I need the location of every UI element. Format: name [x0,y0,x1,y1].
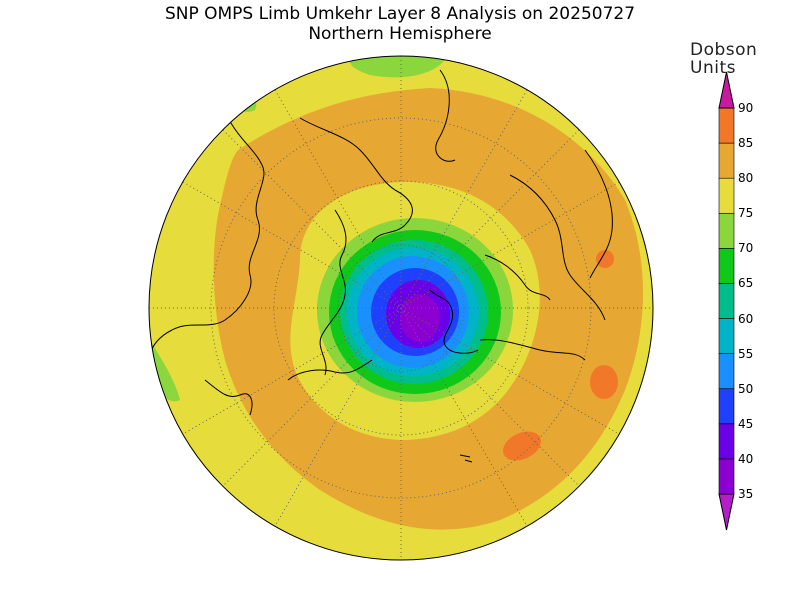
colorbar-cell [718,177,735,214]
graticule [149,56,653,560]
map-title: SNP OMPS Limb Umkehr Layer 8 Analysis on… [164,4,636,24]
map-subtitle: Northern Hemisphere [308,24,492,44]
map-boundary [148,55,654,561]
units-label: Units [690,58,736,78]
colorbar-cell [718,423,735,460]
colorbar-cell [718,318,735,354]
colorbar-tick-label: 85 [738,136,754,151]
coastlines [149,69,613,463]
level-80-85-patch [590,365,618,399]
colorbar-cell [718,142,735,179]
colorbar-cell [718,107,735,144]
colorbar-over-triangle [718,71,735,109]
colorbar-under-triangle [718,493,735,531]
colorbar-tick-label: 65 [738,276,754,291]
colorbar-tick-label: 45 [738,416,754,431]
colorbar-tick-label: 35 [738,487,754,501]
colorbar-tick-label: 75 [738,206,754,221]
colorbar-cell [718,212,735,249]
level-75-80-band [213,88,644,530]
colorbar-cell [718,353,735,390]
colorbar-tick-label: 50 [738,381,754,396]
colorbar-cell [718,388,735,425]
colorbar-tick-label: 90 [738,101,754,115]
colorbar-cell [718,458,735,495]
colorbar-cell [718,283,735,319]
colorbar-cell [718,248,735,284]
colorbar-tick-label: 80 [738,171,754,186]
colorbar-tick-label: 40 [738,451,754,466]
level-80-85-patch [596,250,614,268]
level-below-35-core [400,294,440,342]
colorbar-tick-label: 55 [738,346,754,361]
ozone-field [149,56,653,560]
colorbar-tick-label: 70 [738,241,754,256]
colorbar-tick-label: 60 [738,311,754,326]
units-label: Dobson [690,40,758,60]
